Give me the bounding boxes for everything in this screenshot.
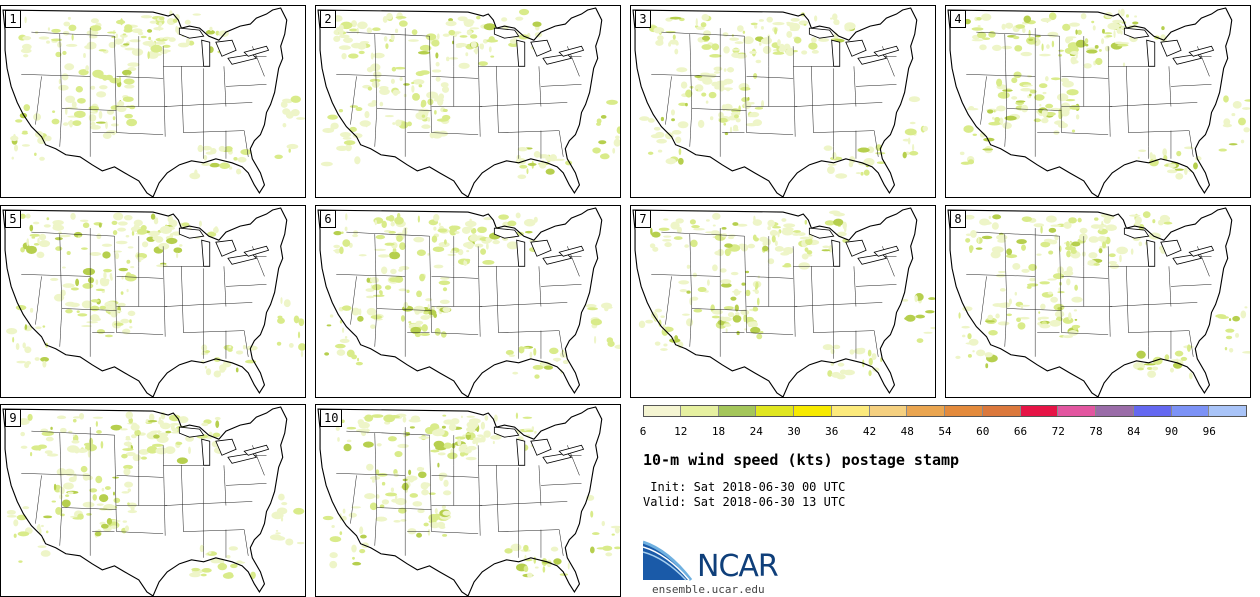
colorbar-tick-label: 78 xyxy=(1089,425,1103,438)
colorbar-segment xyxy=(1096,405,1134,417)
colorbar-segment xyxy=(1171,405,1210,417)
colorbar-segment xyxy=(982,405,1021,417)
logo-text: NCAR xyxy=(697,549,779,584)
init-time: Init: Sat 2018-06-30 00 UTC xyxy=(643,480,846,494)
colorbar-tick-label: 72 xyxy=(1051,425,1065,438)
panel-3: 3 xyxy=(630,5,936,198)
colorbar-tick-label: 90 xyxy=(1164,425,1179,438)
colorbar-tick-label: 60 xyxy=(976,425,990,438)
panel-1: 1 xyxy=(0,5,306,198)
colorbar-segment xyxy=(1133,405,1172,417)
colorbar-segment xyxy=(1058,405,1096,417)
panel-label: 2 xyxy=(320,10,336,28)
colorbar-tick-label: 96 xyxy=(1202,425,1216,438)
colorbar-segment xyxy=(1020,405,1059,417)
colorbar xyxy=(643,405,1247,419)
colorbar-tick-label: 6 xyxy=(639,425,647,438)
map-7 xyxy=(632,207,935,397)
colorbar-tick-label: 84 xyxy=(1127,425,1141,438)
colorbar-frame xyxy=(643,405,1247,417)
map-10 xyxy=(317,406,620,596)
panel-label: 4 xyxy=(950,10,966,28)
site-url: ensemble.ucar.edu xyxy=(652,583,765,596)
colorbar-segment xyxy=(831,405,870,417)
map-6 xyxy=(317,207,620,397)
panel-label: 5 xyxy=(5,210,21,228)
panel-label: 6 xyxy=(320,210,336,228)
valid-time: Valid: Sat 2018-06-30 13 UTC xyxy=(643,495,846,509)
colorbar-segment xyxy=(907,405,945,417)
map-3 xyxy=(632,7,929,197)
ncar-logo-icon xyxy=(643,540,693,581)
panel-label: 9 xyxy=(5,409,21,427)
colorbar-segment xyxy=(756,405,794,417)
map-4 xyxy=(947,7,1250,197)
panel-2: 2 xyxy=(315,5,621,198)
colorbar-segment xyxy=(794,405,832,417)
colorbar-tick-label: 42 xyxy=(862,425,877,438)
panel-7: 7 xyxy=(630,205,936,398)
map-1 xyxy=(2,7,305,197)
panel-label: 7 xyxy=(635,210,651,228)
map-5 xyxy=(2,207,305,397)
colorbar-tick-label: 12 xyxy=(674,425,688,438)
panel-8: 8 xyxy=(945,205,1251,398)
colorbar-tick-label: 36 xyxy=(825,425,839,438)
map-9 xyxy=(2,406,305,596)
map-8 xyxy=(947,207,1250,397)
panel-6: 6 xyxy=(315,205,621,398)
colorbar-tick-label: 24 xyxy=(749,425,763,438)
colorbar-tick-label: 30 xyxy=(787,425,801,438)
map-2 xyxy=(317,7,620,197)
panel-4: 4 xyxy=(945,5,1251,198)
panel-10: 10 xyxy=(315,404,621,597)
figure-title: 10-m wind speed (kts) postage stamp xyxy=(643,451,960,469)
panel-label: 10 xyxy=(320,409,343,427)
panel-5: 5 xyxy=(0,205,306,398)
colorbar-segment xyxy=(643,405,681,417)
panel-label: 8 xyxy=(950,210,966,228)
colorbar-segment xyxy=(680,405,719,417)
panel-label: 1 xyxy=(5,10,21,28)
panel-label: 3 xyxy=(635,10,651,28)
colorbar-tick-label: 18 xyxy=(711,425,726,438)
colorbar-tick-label: 48 xyxy=(900,425,914,438)
colorbar-tick-label: 66 xyxy=(1013,425,1028,438)
panel-9: 9 xyxy=(0,404,306,597)
colorbar-segment xyxy=(718,405,757,417)
colorbar-tick-label: 54 xyxy=(938,425,952,438)
colorbar-segment xyxy=(869,405,908,417)
colorbar-segment xyxy=(945,405,983,417)
